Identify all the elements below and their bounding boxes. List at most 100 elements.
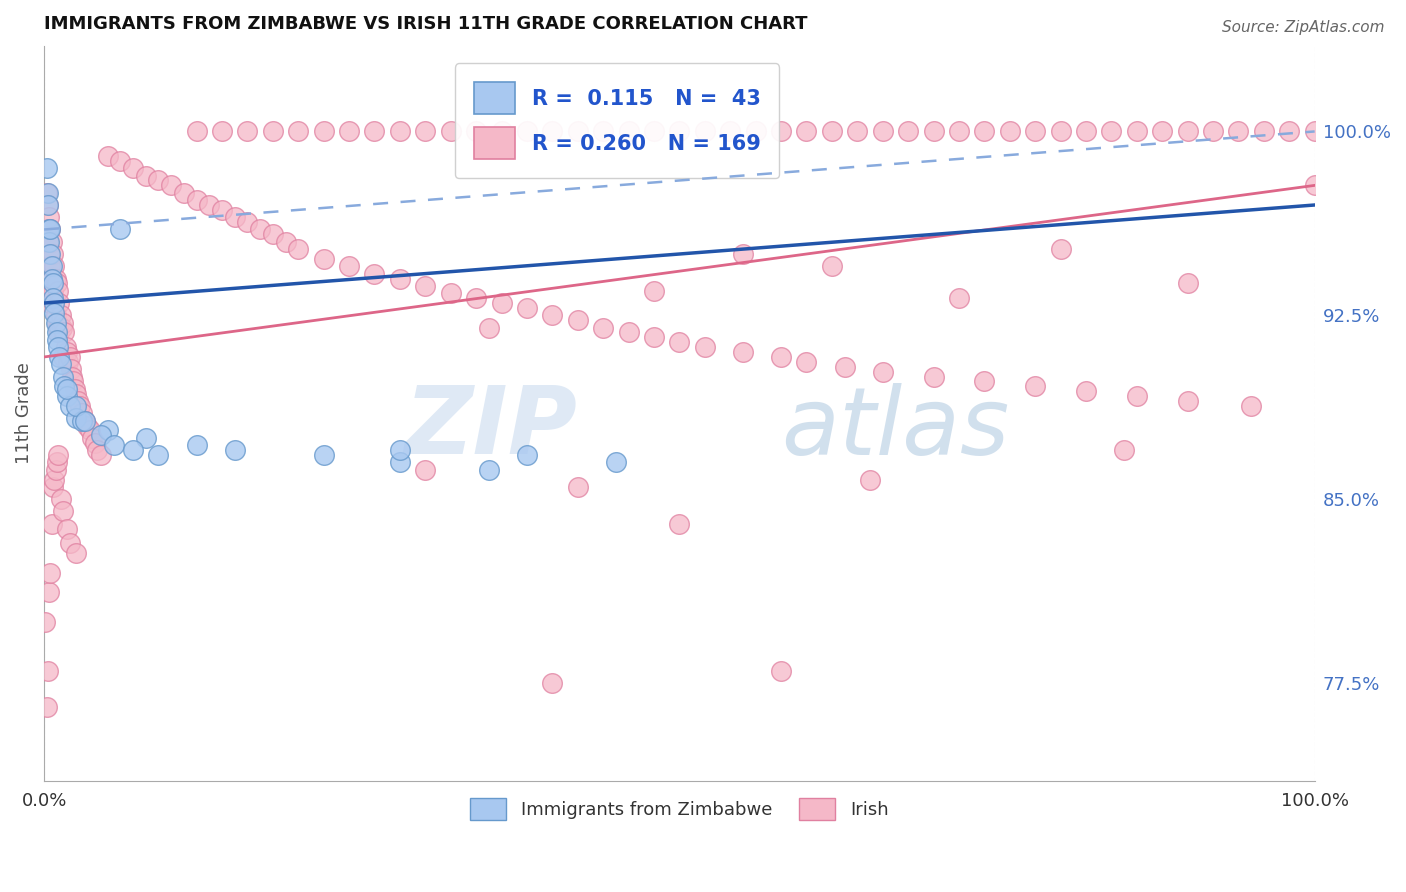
Point [236,215,259,229]
Point [249,222,271,236]
Point [46,448,69,462]
Point [44,260,66,274]
Point [44,306,66,320]
Point [35,186,58,200]
Point [821,260,844,274]
Point [62,375,84,389]
Point [1024,124,1046,138]
Point [859,473,882,487]
Point [491,124,513,138]
Point [39,296,62,310]
Point [567,313,589,327]
Point [567,124,589,138]
Point [41,271,63,285]
Point [668,124,690,138]
Point [770,350,793,364]
Point [56,522,79,536]
Point [37,198,59,212]
Point [567,480,589,494]
Point [58,350,80,364]
Point [45,316,67,330]
Point [388,271,411,285]
Point [643,124,665,138]
Point [84,435,107,450]
Point [592,124,614,138]
Point [770,664,793,678]
Point [413,278,436,293]
Point [67,394,90,409]
Point [388,443,411,458]
Point [41,271,63,285]
Point [41,260,63,274]
Point [35,161,58,176]
Point [198,198,221,212]
Point [1074,384,1097,399]
Point [516,448,538,462]
Point [48,350,70,364]
Point [44,296,66,310]
Point [135,431,157,445]
Point [41,235,63,249]
Point [103,438,125,452]
Point [770,124,793,138]
Point [312,448,335,462]
Point [38,222,60,236]
Point [44,296,66,310]
Point [211,124,233,138]
Y-axis label: 11th Grade: 11th Grade [15,362,32,464]
Point [274,235,297,249]
Point [491,296,513,310]
Point [52,316,75,330]
Point [465,124,488,138]
Point [42,480,65,494]
Point [52,350,75,364]
Point [643,284,665,298]
Point [45,316,67,330]
Point [65,411,87,425]
Point [173,186,195,200]
Point [224,443,246,458]
Point [731,345,754,359]
Text: ZIP: ZIP [405,382,578,474]
Point [37,271,59,285]
Point [37,664,59,678]
Point [122,443,145,458]
Point [39,247,62,261]
Point [110,153,132,168]
Point [1126,124,1149,138]
Point [337,260,360,274]
Point [45,463,67,477]
Point [42,247,65,261]
Point [617,124,640,138]
Point [56,345,79,359]
Point [45,271,67,285]
Point [693,340,716,354]
Point [97,149,120,163]
Point [668,516,690,531]
Point [388,455,411,469]
Point [37,198,59,212]
Point [541,308,564,322]
Point [287,242,309,256]
Point [363,267,385,281]
Point [1177,394,1199,409]
Point [312,124,335,138]
Point [186,193,208,207]
Point [872,124,894,138]
Point [922,124,945,138]
Text: atlas: atlas [782,383,1010,474]
Point [122,161,145,176]
Point [148,173,170,187]
Point [796,355,818,369]
Point [973,375,995,389]
Point [872,365,894,379]
Point [49,357,72,371]
Point [1126,389,1149,403]
Point [922,369,945,384]
Point [45,455,67,469]
Point [1177,277,1199,291]
Point [1112,443,1135,458]
Point [39,222,62,236]
Point [388,124,411,138]
Point [516,301,538,315]
